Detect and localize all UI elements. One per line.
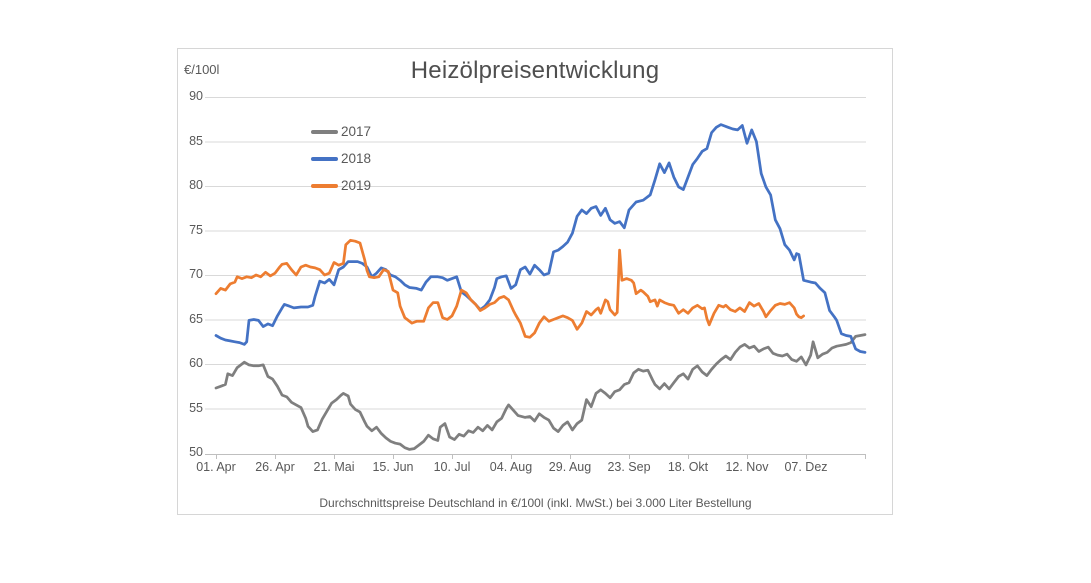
y-tick-label: 85	[189, 133, 203, 148]
series-line-2019	[214, 238, 805, 339]
legend-line-swatch	[311, 129, 338, 134]
y-tick-label: 60	[189, 356, 203, 370]
x-tick-label: 18. Okt	[667, 460, 709, 474]
x-tick-label: 23. Sep	[607, 460, 651, 474]
y-tick-label: 75	[189, 222, 203, 237]
x-tick-label: 04. Aug	[489, 460, 533, 474]
y-tick-label: 80	[189, 178, 203, 192]
legend-label: 2017	[341, 124, 372, 139]
legend-item-2019: 2019	[311, 172, 371, 199]
x-tick-label: 26. Apr	[255, 460, 295, 474]
y-tick-label: 50	[189, 445, 203, 459]
footer-note: Durchschnittspreise Deutschland in €/100…	[319, 496, 752, 510]
chart-title: Heizölpreisentwicklung	[410, 57, 660, 84]
y-tick-label: 70	[189, 267, 203, 281]
x-tick-label: 12. Nov	[725, 460, 769, 474]
legend-label: 2019	[341, 178, 372, 193]
y-axis-unit-label: €/100l	[184, 62, 220, 77]
y-tick-label: 65	[189, 311, 203, 326]
legend-line-swatch	[311, 183, 338, 188]
x-tick-label: 07. Dez	[784, 460, 828, 474]
x-tick-label: 01. Apr	[196, 460, 236, 474]
legend-label: 2018	[341, 151, 372, 166]
chart-card	[177, 48, 893, 515]
y-tick-label: 90	[189, 89, 203, 103]
x-tick-label: 15. Jun	[372, 460, 414, 474]
series-line-2018	[214, 123, 867, 354]
x-tick-label: 21. Mai	[313, 460, 355, 474]
series-line-2017	[214, 333, 867, 451]
legend-line-swatch	[311, 156, 338, 161]
legend-item-2018: 2018	[311, 145, 371, 172]
y-tick-label: 55	[189, 400, 203, 415]
x-tick-label: 29. Aug	[548, 460, 592, 474]
legend-item-2017: 2017	[311, 118, 371, 145]
x-tick-label: 10. Jul	[433, 460, 471, 474]
legend: 2017 2018 2019	[311, 118, 371, 199]
